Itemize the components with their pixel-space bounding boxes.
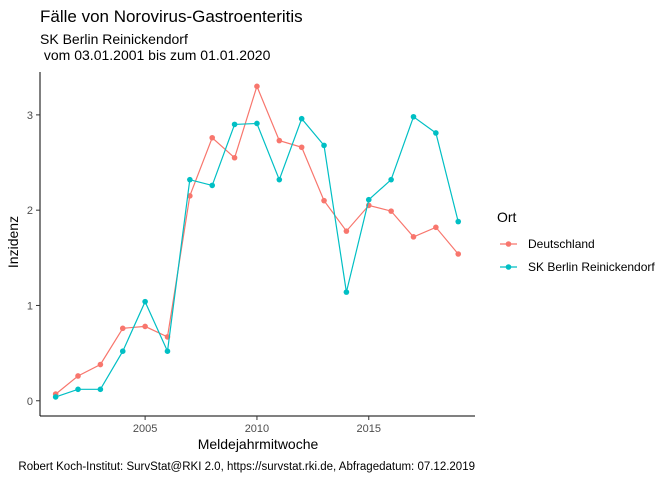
y-tick-label: 0 [27,396,33,408]
data-point-reinickendorf [75,386,81,393]
data-point-reinickendorf [433,130,439,136]
data-point-reinickendorf [209,182,216,189]
chart-subtitle-daterange: vom 03.01.2001 bis zum 01.01.2020 [40,47,271,63]
legend-key-point-deutschland [505,241,512,247]
y-tick-label: 1 [27,300,33,312]
legend-label-reinickendorf: SK Berlin Reinickendorf [528,260,655,274]
data-point-reinickendorf [142,298,148,305]
data-point-deutschland [276,137,283,144]
plot-area: 0 1 2 3 2005 2010 2015 [27,72,475,435]
x-axis-title: Meldejahrmitwoche [198,436,319,452]
series-line-reinickendorf [55,115,459,398]
data-point-deutschland [388,208,394,214]
x-tick-label: 2010 [245,423,269,435]
chart-subtitle-location: SK Berlin Reinickendorf [40,31,188,47]
data-point-reinickendorf [187,176,193,183]
series-line-deutschland [55,84,459,395]
data-point-reinickendorf [254,120,260,127]
y-tick-label: 3 [27,110,33,122]
legend-keys [500,241,517,270]
data-point-deutschland [119,325,126,332]
data-point-reinickendorf [52,394,59,400]
legend-label-deutschland: Deutschland [528,237,595,251]
data-point-reinickendorf [365,196,372,203]
data-point-deutschland [343,228,350,234]
data-point-deutschland [142,323,148,330]
data-point-deutschland [75,373,81,379]
data-point-deutschland [410,234,417,240]
legend: Ort Deutschland SK Berlin Reinickendorf [497,209,655,274]
data-point-deutschland [455,251,462,257]
x-tick-label: 2005 [133,423,157,435]
legend-key-point-reinickendorf [505,264,512,270]
y-axis-title: Inzidenz [5,216,21,268]
data-point-reinickendorf [410,113,417,120]
data-point-reinickendorf [97,386,104,393]
data-point-reinickendorf [231,121,238,128]
data-point-reinickendorf [119,348,126,355]
data-point-reinickendorf [343,289,350,295]
data-point-deutschland [321,197,327,204]
chart-caption: Robert Koch-Institut: SurvStat@RKI 2.0, … [18,461,475,473]
data-point-deutschland [298,144,305,151]
chart-title: Fälle von Norovirus-Gastroenteritis [40,7,303,26]
data-point-deutschland [97,361,104,368]
data-point-reinickendorf [388,176,394,183]
data-point-reinickendorf [276,176,283,183]
legend-title: Ort [497,209,517,225]
data-point-deutschland [254,83,260,90]
data-point-reinickendorf [321,142,327,149]
data-point-reinickendorf [455,218,462,225]
data-point-deutschland [231,154,238,161]
data-point-reinickendorf [298,115,305,122]
y-tick-label: 2 [27,205,33,217]
data-point-reinickendorf [164,348,171,355]
data-point-deutschland [209,134,216,141]
data-point-deutschland [433,224,439,231]
x-tick-label: 2015 [357,423,381,435]
